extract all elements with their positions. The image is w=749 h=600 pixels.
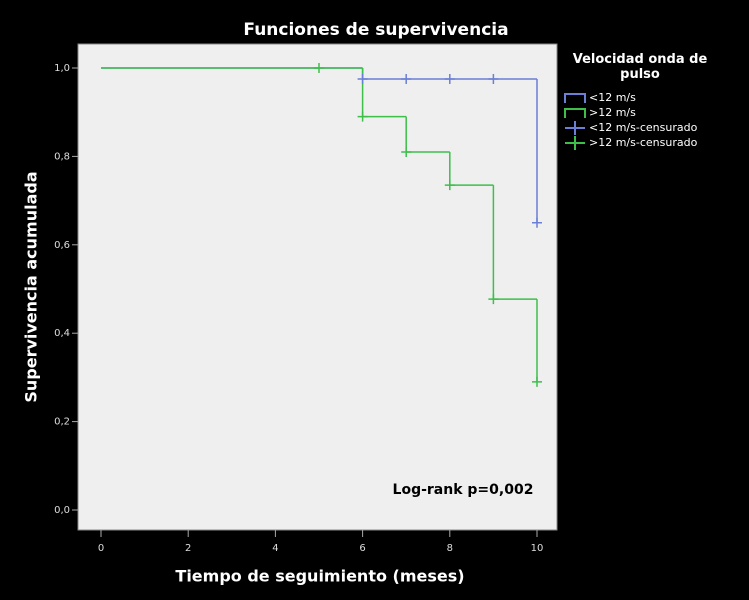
plot-area <box>77 43 558 531</box>
legend-label: >12 m/s <box>589 106 636 119</box>
y-tick-label: 0,2 <box>54 417 70 428</box>
x-tick-label: 10 <box>531 543 544 554</box>
y-tick-label: 0,8 <box>54 151 70 162</box>
x-tick-label: 4 <box>272 543 278 554</box>
legend-label: <12 m/s-censurado <box>589 121 698 134</box>
censor-mark <box>357 74 368 85</box>
censor-mark <box>488 74 499 85</box>
y-tick-label: 0,6 <box>54 240 70 251</box>
x-tick-label: 0 <box>98 543 104 554</box>
y-axis-label: Supervivencia acumulada <box>22 171 41 402</box>
x-tick-label: 2 <box>185 543 191 554</box>
annotation: Log-rank p=0,002 <box>393 482 534 498</box>
censor-mark <box>444 74 455 85</box>
censor-mark <box>488 294 499 305</box>
legend-label: >12 m/s-censurado <box>589 136 698 149</box>
y-tick-label: 0,4 <box>54 328 70 339</box>
legend-title: Velocidad onda de pulso <box>572 52 708 82</box>
legend-swatch <box>565 136 585 150</box>
censor-mark <box>401 146 412 157</box>
censor-mark <box>532 376 542 387</box>
legend-label: <12 m/s <box>589 91 636 104</box>
x-tick-label: 6 <box>359 543 365 554</box>
legend-swatch <box>564 108 586 118</box>
x-axis-label: Tiempo de seguimiento (meses) <box>175 567 464 586</box>
censor-mark <box>314 63 324 73</box>
censor-mark <box>532 217 542 228</box>
censor-mark <box>357 111 368 122</box>
chart-title: Funciones de supervivencia <box>243 20 508 40</box>
y-tick-label: 1,0 <box>54 63 70 74</box>
x-tick-label: 8 <box>447 543 453 554</box>
y-tick-label: 0,0 <box>54 505 70 516</box>
censor-mark <box>401 74 412 85</box>
legend-swatch <box>564 93 586 103</box>
legend-swatch <box>565 121 585 135</box>
censor-mark <box>444 180 455 191</box>
